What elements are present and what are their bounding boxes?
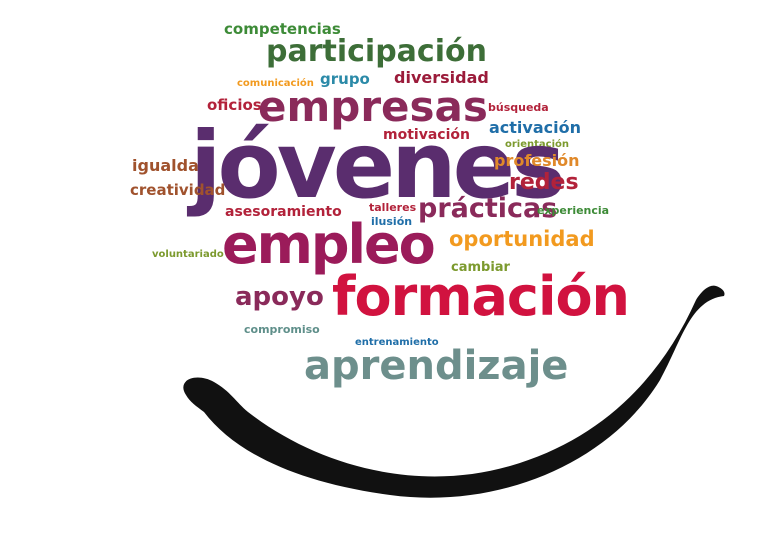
word-orientacion: orientación [505, 139, 570, 150]
word-busqueda: búsqueda [488, 101, 549, 114]
word-formacion: formación [332, 265, 630, 328]
word-voluntariado: voluntariado [152, 249, 224, 260]
word-diversidad: diversidad [394, 68, 489, 87]
word-profesion: profesión [494, 151, 580, 170]
word-activacion: activación [489, 118, 581, 137]
word-aprendizaje: aprendizaje [304, 343, 569, 389]
word-ilusion: ilusión [371, 215, 413, 228]
word-jovenes: jóvenes [190, 112, 566, 219]
word-grupo: grupo [320, 70, 370, 88]
word-experiencia: experiencia [537, 204, 610, 217]
word-compromiso: compromiso [244, 323, 320, 336]
word-creatividad: creatividad [130, 181, 226, 199]
word-oportunidad: oportunidad [449, 227, 595, 251]
word-asesoramiento: asesoramiento [225, 204, 342, 220]
word-competencias: competencias [224, 20, 341, 38]
word-entrenamiento: entrenamiento [355, 337, 439, 348]
word-empleo: empleo [222, 213, 436, 276]
word-participacion: participación [266, 34, 487, 69]
word-cambiar: cambiar [451, 260, 510, 275]
word-talleres: talleres [369, 201, 417, 214]
word-practicas: prácticas [418, 193, 558, 224]
smile-curve [183, 285, 725, 498]
word-empresas: empresas [258, 82, 488, 131]
word-oficios: oficios [207, 96, 262, 114]
word-motivacion: motivación [383, 127, 470, 143]
word-redes: redes [509, 170, 579, 195]
word-comunicacion: comunicación [237, 78, 314, 89]
word-igualdad: igualdad [132, 156, 211, 175]
word-apoyo: apoyo [235, 282, 324, 312]
